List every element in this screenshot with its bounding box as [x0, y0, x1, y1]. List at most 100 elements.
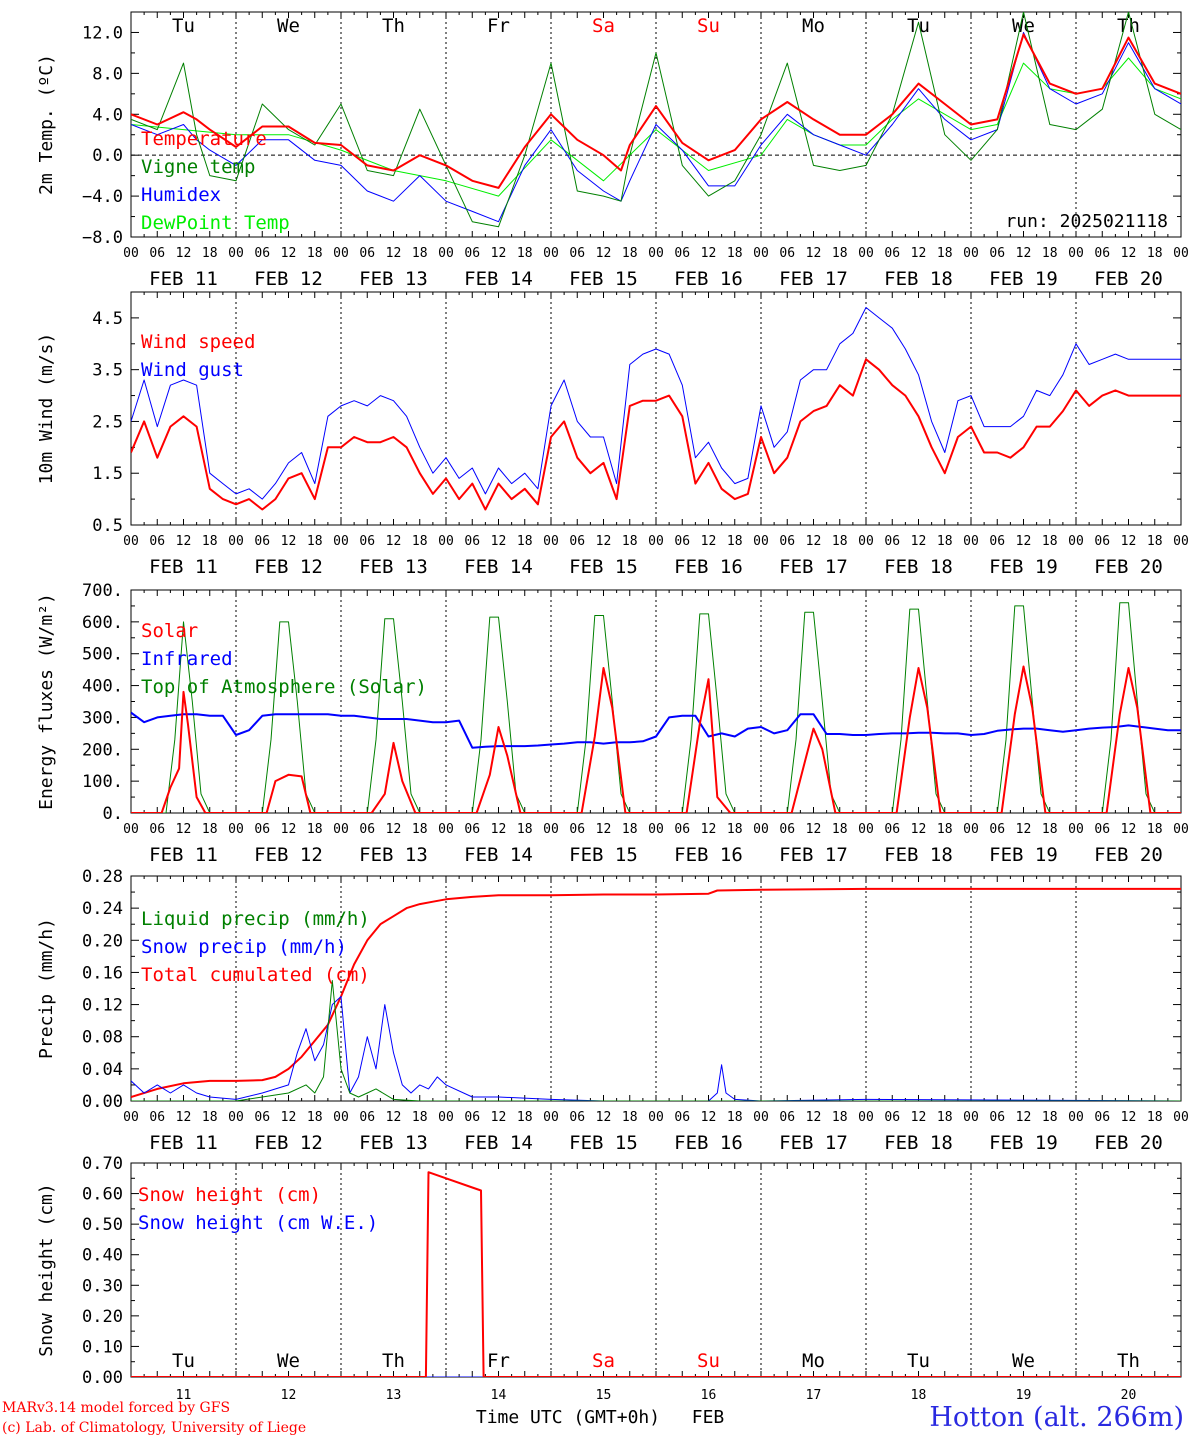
hour-label: 12 — [281, 534, 297, 549]
series-line-total-cumulated-cm- — [131, 887, 1181, 1098]
y-axis-label: Snow height (cm) — [36, 1183, 57, 1356]
hour-label: 12 — [281, 822, 297, 837]
day-label: FEB 18 — [884, 556, 953, 578]
day-number-label: 13 — [386, 1388, 402, 1403]
day-label: FEB 12 — [254, 556, 323, 578]
x-axis-title: Time UTC (GMT+0h) — [476, 1407, 660, 1428]
day-number-label: 19 — [1016, 1388, 1032, 1403]
series-line-snow-precip-mm-h- — [131, 996, 1181, 1101]
hour-label: 06 — [1094, 534, 1110, 549]
hour-label: 00 — [858, 246, 874, 261]
weekday-label: Tu — [172, 15, 195, 37]
hour-label: 00 — [228, 534, 244, 549]
hour-label: 06 — [674, 534, 690, 549]
hour-label: 06 — [674, 246, 690, 261]
day-number-label: 15 — [596, 1388, 612, 1403]
hour-label: 18 — [727, 246, 743, 261]
hour-label: 18 — [832, 246, 848, 261]
hour-label: 18 — [832, 822, 848, 837]
hour-label: 06 — [149, 246, 165, 261]
y-tick-label: 0.00 — [82, 1368, 123, 1388]
hour-label: 00 — [753, 246, 769, 261]
hour-label: 06 — [359, 246, 375, 261]
day-label: FEB 14 — [464, 268, 533, 290]
weekday-label: Mo — [802, 15, 825, 37]
weekday-label: We — [277, 15, 300, 37]
hour-label: 00 — [333, 534, 349, 549]
series-line-temperature — [131, 33, 1181, 189]
hour-label: 06 — [884, 1110, 900, 1125]
day-label: FEB 18 — [884, 844, 953, 866]
y-tick-label: 0.10 — [82, 1337, 123, 1357]
hour-label: 00 — [333, 246, 349, 261]
hour-label: 18 — [937, 1110, 953, 1125]
hour-label: 06 — [149, 822, 165, 837]
weekday-label: Su — [697, 15, 720, 37]
hour-label: 18 — [1147, 1110, 1163, 1125]
hour-label: 18 — [937, 822, 953, 837]
hour-label: 06 — [464, 1110, 480, 1125]
lab-credit: (c) Lab. of Climatology, University of L… — [2, 1420, 307, 1436]
day-label: FEB 13 — [359, 268, 428, 290]
hour-label: 00 — [963, 1110, 979, 1125]
hour-label: 00 — [333, 1110, 349, 1125]
y-tick-label: 0.0 — [92, 146, 123, 166]
day-label: FEB 12 — [254, 844, 323, 866]
series-line-wind-gust — [131, 307, 1181, 500]
hour-label: 18 — [1147, 822, 1163, 837]
y-axis-label: Precip (mm/h) — [36, 918, 57, 1059]
weekday-label: Th — [1117, 15, 1140, 37]
y-tick-label: 200. — [82, 740, 123, 760]
hour-label: 00 — [543, 1110, 559, 1125]
y-tick-label: 0.24 — [82, 899, 123, 919]
y-tick-label: 700. — [82, 581, 123, 601]
day-label: FEB 17 — [779, 1132, 848, 1154]
hour-label: 12 — [1121, 1110, 1137, 1125]
hour-label: 06 — [779, 246, 795, 261]
hour-label: 18 — [832, 1110, 848, 1125]
y-tick-label: 0.16 — [82, 963, 123, 983]
hour-label: 06 — [254, 822, 270, 837]
hour-label: 00 — [1068, 246, 1084, 261]
legend-entry: Wind gust — [141, 359, 244, 381]
day-label: FEB 15 — [569, 844, 638, 866]
run-label: run: 2025021118 — [1005, 211, 1168, 232]
hour-label: 00 — [648, 246, 664, 261]
hour-label: 00 — [1068, 822, 1084, 837]
hour-label: 06 — [359, 822, 375, 837]
hour-label: 18 — [622, 534, 638, 549]
day-label: FEB 13 — [359, 556, 428, 578]
y-tick-label: 12.0 — [82, 23, 123, 43]
hour-label: 06 — [674, 822, 690, 837]
hour-label: 18 — [307, 534, 323, 549]
hour-label: 06 — [254, 246, 270, 261]
hour-label: 12 — [701, 246, 717, 261]
hour-label: 06 — [779, 534, 795, 549]
hour-label: 12 — [491, 1110, 507, 1125]
hour-label: 06 — [569, 534, 585, 549]
hour-label: 06 — [149, 534, 165, 549]
hour-label: 12 — [911, 822, 927, 837]
y-axis-label: Energy fluxes (W/m²) — [36, 593, 57, 810]
hour-label: 06 — [779, 1110, 795, 1125]
hour-label: 06 — [884, 246, 900, 261]
weekday-label: We — [1012, 15, 1035, 37]
hour-label: 18 — [412, 822, 428, 837]
series-line-vigne-temp — [131, 12, 1181, 228]
legend-entry: Snow height (cm W.E.) — [138, 1212, 378, 1234]
day-label: FEB 17 — [779, 268, 848, 290]
hour-label: 00 — [858, 1110, 874, 1125]
hour-label: 12 — [386, 822, 402, 837]
legend-entry: Solar — [141, 620, 198, 642]
legend-entry: DewPoint Temp — [141, 212, 290, 234]
hour-label: 06 — [464, 822, 480, 837]
day-number-label: 12 — [281, 1388, 297, 1403]
hour-label: 18 — [937, 534, 953, 549]
day-label: FEB 17 — [779, 556, 848, 578]
day-label: FEB 11 — [149, 268, 218, 290]
y-tick-label: 4.5 — [92, 309, 123, 329]
legend-entry: Liquid precip (mm/h) — [141, 908, 370, 930]
day-label: FEB 14 — [464, 844, 533, 866]
hour-label: 06 — [359, 534, 375, 549]
